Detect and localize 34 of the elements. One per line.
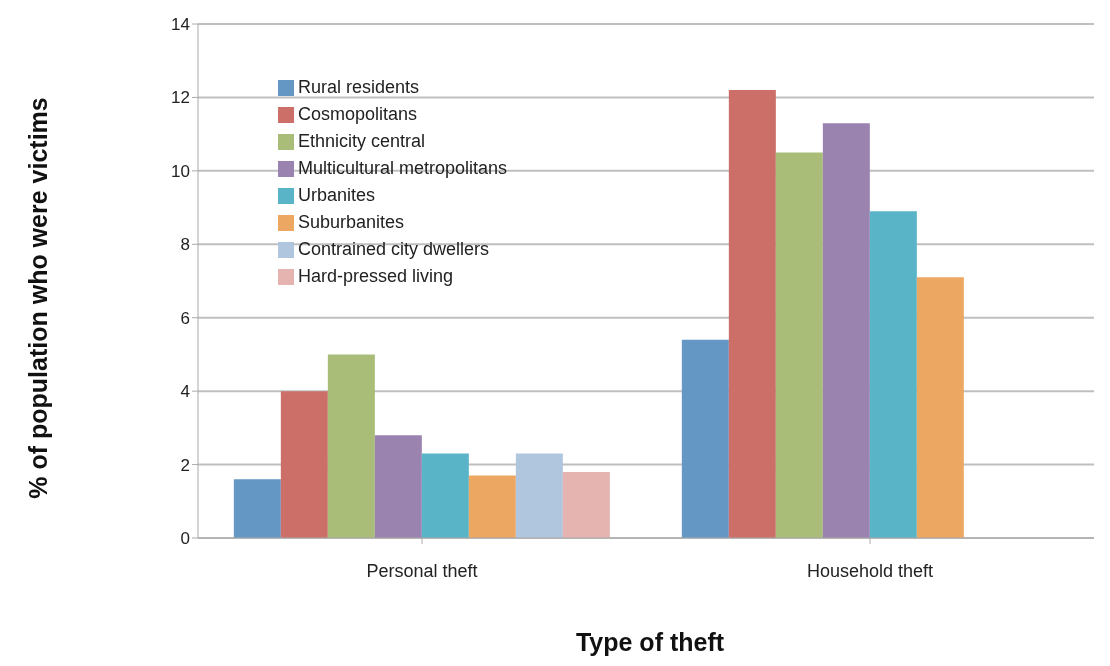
- legend-label: Cosmopolitans: [298, 104, 418, 124]
- bar: [775, 152, 823, 538]
- bar: [869, 211, 917, 538]
- bar: [562, 471, 610, 538]
- bar: [468, 475, 516, 538]
- bar: [280, 391, 328, 538]
- x-axis-title: Type of theft: [574, 628, 726, 657]
- bar: [916, 277, 964, 538]
- y-tick-label: 0: [180, 529, 190, 549]
- y-tick-label: 12: [171, 88, 190, 108]
- y-tick-label: 2: [180, 455, 190, 475]
- y-tick-label: 10: [171, 161, 190, 181]
- bar: [233, 479, 281, 538]
- y-tick-label: 6: [180, 308, 190, 328]
- legend-label: Ethnicity central: [298, 131, 426, 151]
- bar: [327, 354, 375, 538]
- bar: [681, 339, 729, 538]
- bar: [515, 453, 563, 538]
- x-tick-label: Personal theft: [366, 560, 478, 581]
- legend-label: Multicultural metropolitans: [298, 158, 508, 178]
- bar: [822, 123, 870, 538]
- legend-label: Contrained city dwellers: [298, 239, 490, 259]
- y-axis-title: % of population who were victims: [23, 97, 53, 499]
- legend-label: Rural residents: [298, 77, 420, 97]
- bar: [374, 435, 422, 538]
- legend-label: Suburbanites: [298, 212, 405, 232]
- y-tick-label: 4: [180, 382, 190, 402]
- y-tick-label: 14: [171, 15, 190, 35]
- bar: [421, 453, 469, 538]
- legend-label: Urbanites: [298, 185, 376, 205]
- bar: [728, 90, 776, 538]
- y-tick-label: 8: [180, 235, 190, 255]
- x-tick-label: Household theft: [806, 560, 934, 581]
- legend-label: Hard-pressed living: [298, 266, 454, 286]
